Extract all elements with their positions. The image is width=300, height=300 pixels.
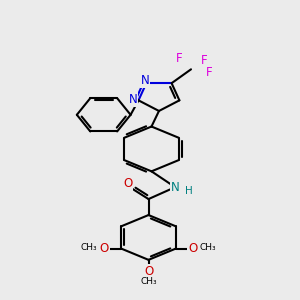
- Text: O: O: [123, 177, 132, 190]
- Text: F: F: [206, 66, 213, 79]
- Text: N: N: [140, 74, 149, 87]
- Text: F: F: [176, 52, 183, 65]
- Text: H: H: [184, 186, 192, 196]
- Text: CH₃: CH₃: [140, 277, 157, 286]
- Text: F: F: [201, 54, 208, 67]
- Text: N: N: [171, 181, 180, 194]
- Text: CH₃: CH₃: [200, 243, 216, 252]
- Text: O: O: [144, 265, 153, 278]
- Text: CH₃: CH₃: [81, 243, 98, 252]
- Text: O: O: [99, 242, 109, 255]
- Text: N: N: [129, 93, 137, 106]
- Text: O: O: [188, 242, 198, 255]
